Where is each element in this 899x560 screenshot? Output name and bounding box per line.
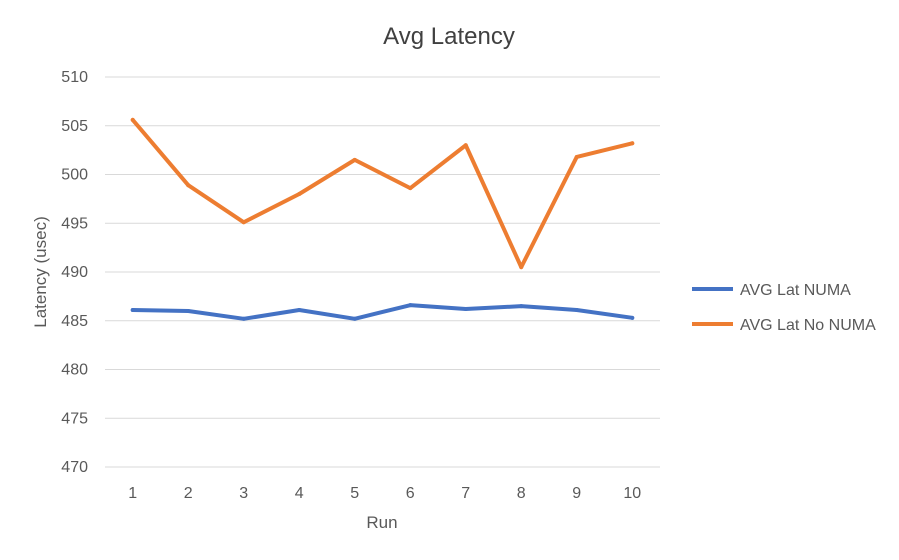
x-tick-label: 10 bbox=[623, 485, 641, 502]
x-tick-label: 6 bbox=[406, 485, 415, 502]
data-point bbox=[519, 265, 524, 270]
gridlines bbox=[105, 76, 660, 468]
chart-title: Avg Latency bbox=[383, 23, 515, 50]
data-point bbox=[352, 316, 357, 321]
y-tick-label: 500 bbox=[61, 167, 88, 184]
data-point bbox=[352, 157, 357, 162]
legend-label: AVG Lat NUMA bbox=[740, 282, 851, 299]
data-point bbox=[408, 303, 413, 308]
legend: AVG Lat NUMA AVG Lat No NUMA bbox=[692, 282, 876, 334]
y-tick-label: 475 bbox=[61, 410, 88, 427]
y-tick-label: 470 bbox=[61, 459, 88, 476]
x-tick-label: 2 bbox=[184, 485, 193, 502]
x-tick-label: 9 bbox=[572, 485, 581, 502]
data-point bbox=[574, 154, 579, 159]
series-lines bbox=[130, 117, 635, 321]
data-point bbox=[186, 309, 191, 313]
y-tick-label: 480 bbox=[61, 362, 88, 379]
series-line bbox=[130, 117, 635, 270]
data-point bbox=[241, 316, 246, 321]
y-tick-label: 505 bbox=[61, 118, 88, 135]
y-tick-label: 485 bbox=[61, 313, 88, 330]
data-point bbox=[574, 308, 579, 313]
data-point bbox=[186, 183, 191, 188]
y-tick-label: 490 bbox=[61, 264, 88, 281]
data-point bbox=[463, 143, 468, 148]
x-axis-label: Run bbox=[366, 513, 397, 532]
x-tick-label: 4 bbox=[295, 485, 304, 502]
data-point bbox=[130, 117, 135, 122]
y-axis-label: Latency (usec) bbox=[31, 216, 50, 328]
series-line bbox=[130, 303, 635, 321]
data-point bbox=[408, 186, 413, 191]
data-point bbox=[297, 308, 302, 313]
data-point bbox=[630, 141, 635, 146]
x-tick-label: 3 bbox=[239, 485, 248, 502]
data-point bbox=[630, 315, 635, 320]
data-point bbox=[130, 308, 135, 313]
data-point bbox=[463, 307, 468, 312]
y-tick-label: 510 bbox=[61, 69, 88, 86]
x-tick-label: 7 bbox=[461, 485, 470, 502]
x-tick-label: 1 bbox=[128, 485, 137, 502]
x-tick-label: 5 bbox=[350, 485, 359, 502]
data-point bbox=[519, 304, 524, 309]
x-tick-label: 8 bbox=[517, 485, 526, 502]
data-point bbox=[241, 220, 246, 225]
legend-label: AVG Lat No NUMA bbox=[740, 317, 876, 334]
data-point bbox=[297, 192, 302, 196]
y-axis-ticks: 470 475 480 485 490 495 500 505 510 bbox=[61, 69, 88, 476]
x-axis-ticks: 1 2 3 4 5 6 7 8 9 10 bbox=[128, 485, 641, 502]
y-tick-label: 495 bbox=[61, 215, 88, 232]
